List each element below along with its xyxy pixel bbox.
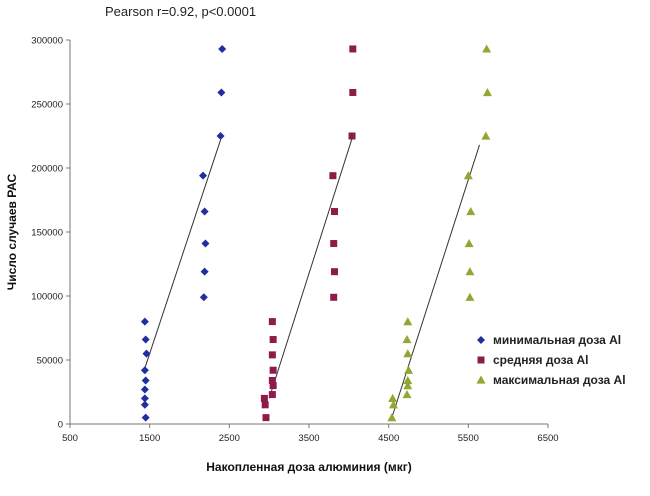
data-point-series-2 (269, 366, 277, 374)
data-point-series-1 (217, 88, 226, 97)
data-point-series-1 (141, 376, 150, 385)
data-point-series-3 (403, 349, 413, 358)
data-point-series-1 (140, 385, 149, 394)
data-point-series-1 (140, 394, 149, 403)
x-tick-labels: 500 1500 2500 3500 4500 5500 6500 (62, 424, 559, 444)
data-point-series-1 (142, 349, 151, 358)
data-point-series-3 (404, 365, 414, 374)
data-point-series-1 (200, 207, 209, 216)
y-tick-label: 50000 (37, 356, 63, 367)
x-tick-label: 3500 (298, 433, 319, 444)
data-point-series-1 (199, 293, 208, 302)
data-point-series-2 (268, 376, 276, 384)
data-point-series-3 (403, 381, 413, 390)
data-point-series-1 (216, 132, 225, 140)
data-point-series-3 (403, 375, 413, 385)
data-point-series-2 (329, 172, 337, 180)
x-tick-label: 500 (62, 433, 78, 444)
data-point-series-2 (268, 318, 276, 326)
trend-line-series-3 (391, 144, 480, 418)
legend-marker-3 (476, 375, 486, 384)
y-tick-label: 150000 (31, 228, 63, 239)
x-axis-title: Накопленная доза алюминия (мкг) (206, 460, 412, 474)
data-point-series-2 (269, 336, 277, 344)
data-point-series-3 (402, 335, 412, 344)
y-tick-label: 0 (58, 420, 63, 431)
data-point-series-2 (330, 293, 338, 301)
trend-line-series-2 (268, 138, 353, 399)
data-point-series-2 (348, 132, 356, 140)
y-tick-label: 200000 (31, 164, 63, 175)
x-tick-label: 4500 (378, 433, 399, 444)
data-point-series-2 (330, 268, 338, 276)
legend-marker-2 (477, 356, 485, 364)
legend: минимальная доза Al средняя доза Al максим… (476, 333, 626, 387)
x-tick-label: 5500 (458, 433, 479, 444)
data-point-series-2 (330, 208, 338, 216)
data-point-series-1 (218, 44, 227, 53)
data-point-series-3 (465, 267, 475, 276)
data-point-series-3 (482, 44, 492, 53)
y-axis-title: Число случаев РАС (5, 173, 19, 290)
data-point-series-1 (141, 335, 150, 344)
data-point-series-1 (141, 413, 150, 422)
x-tick-label: 2500 (219, 433, 240, 444)
data-point-series-1 (200, 267, 209, 276)
data-point-series-2 (349, 88, 357, 96)
data-point-series-2 (262, 414, 270, 422)
legend-label-1: минимальная доза Al (493, 333, 621, 347)
y-tick-label: 250000 (31, 100, 63, 111)
data-point-series-2 (261, 401, 269, 409)
data-point-series-3 (387, 413, 397, 422)
data-point-series-3 (466, 207, 476, 216)
data-point-series-2 (349, 45, 357, 53)
data-point-series-3 (388, 400, 398, 409)
data-point-series-3 (403, 317, 413, 326)
data-point-series-3 (482, 87, 492, 97)
data-point-series-2 (269, 382, 277, 390)
data-point-series-2 (268, 391, 276, 399)
trend-line-series-1 (142, 139, 222, 373)
y-tick-label: 100000 (31, 292, 63, 303)
data-point-series-3 (388, 393, 398, 402)
data-point-series-1 (199, 171, 208, 180)
pearson-annotation: Pearson r=0.92, p<0.0001 (105, 4, 256, 19)
data-point-series-1 (201, 239, 210, 248)
legend-marker-1 (477, 336, 485, 344)
data-point-series-3 (481, 131, 491, 140)
legend-label-3: максимальная доза Al (493, 373, 626, 387)
x-tick-label: 6500 (537, 433, 558, 444)
data-point-series-3 (463, 171, 473, 180)
data-point-series-2 (260, 394, 268, 402)
data-point-series-2 (330, 240, 338, 248)
y-tick-label: 300000 (31, 36, 63, 47)
data-point-series-1 (140, 366, 149, 375)
data-point-series-3 (465, 292, 475, 301)
data-point-series-1 (140, 400, 149, 409)
x-tick-label: 1500 (139, 433, 160, 444)
legend-label-2: средняя доза Al (493, 353, 588, 367)
data-point-series-3 (402, 390, 412, 399)
data-point-series-2 (268, 351, 276, 359)
axes (69, 40, 548, 425)
y-tick-labels: 0 50000 100000 150000 200000 250000 300000 (31, 36, 70, 431)
data-point-series-3 (464, 239, 474, 248)
data-points (140, 44, 492, 422)
trend-lines (142, 138, 480, 418)
data-point-series-1 (140, 317, 149, 326)
